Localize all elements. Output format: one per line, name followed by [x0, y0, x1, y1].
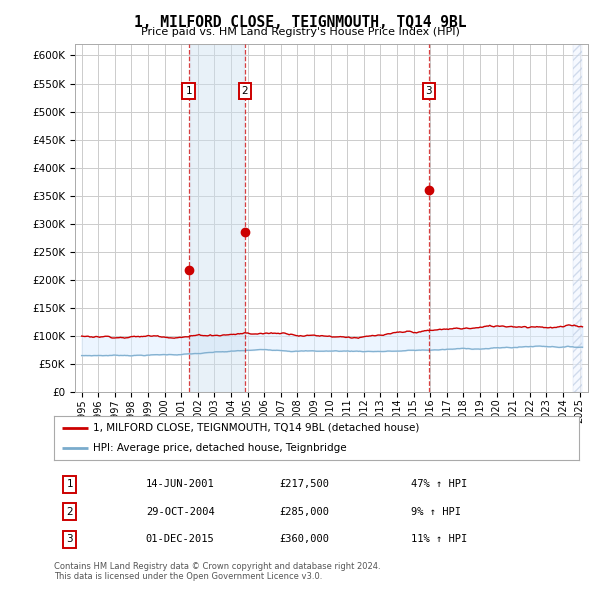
Text: 1: 1 [67, 480, 73, 489]
Text: £217,500: £217,500 [280, 480, 330, 489]
Text: 3: 3 [425, 86, 432, 96]
Text: This data is licensed under the Open Government Licence v3.0.: This data is licensed under the Open Gov… [54, 572, 322, 581]
Text: 11% ↑ HPI: 11% ↑ HPI [411, 535, 467, 544]
Text: £285,000: £285,000 [280, 507, 330, 517]
Text: 1, MILFORD CLOSE, TEIGNMOUTH, TQ14 9BL (detached house): 1, MILFORD CLOSE, TEIGNMOUTH, TQ14 9BL (… [94, 423, 420, 433]
Text: 2: 2 [242, 86, 248, 96]
Text: 2: 2 [67, 507, 73, 517]
Text: 14-JUN-2001: 14-JUN-2001 [146, 480, 215, 489]
Text: Contains HM Land Registry data © Crown copyright and database right 2024.: Contains HM Land Registry data © Crown c… [54, 562, 380, 571]
Text: HPI: Average price, detached house, Teignbridge: HPI: Average price, detached house, Teig… [94, 443, 347, 453]
Text: 29-OCT-2004: 29-OCT-2004 [146, 507, 215, 517]
Text: 1: 1 [185, 86, 192, 96]
Text: 47% ↑ HPI: 47% ↑ HPI [411, 480, 467, 489]
Text: 01-DEC-2015: 01-DEC-2015 [146, 535, 215, 544]
Text: Price paid vs. HM Land Registry's House Price Index (HPI): Price paid vs. HM Land Registry's House … [140, 27, 460, 37]
Text: 3: 3 [67, 535, 73, 544]
Text: 1, MILFORD CLOSE, TEIGNMOUTH, TQ14 9BL: 1, MILFORD CLOSE, TEIGNMOUTH, TQ14 9BL [134, 15, 466, 30]
Text: 9% ↑ HPI: 9% ↑ HPI [411, 507, 461, 517]
Text: £360,000: £360,000 [280, 535, 330, 544]
